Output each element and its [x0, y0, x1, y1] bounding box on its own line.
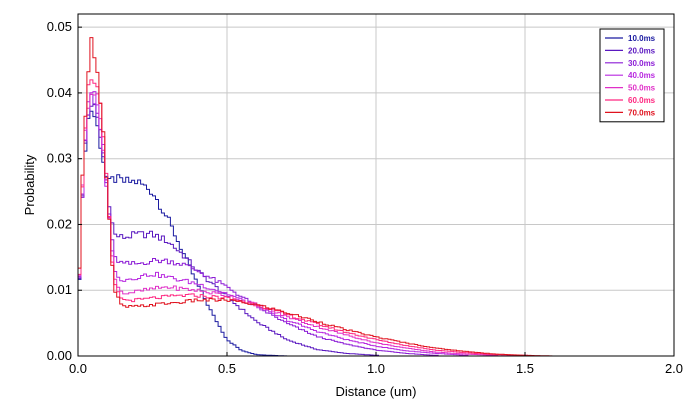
series-line-60.0ms: [77, 79, 528, 356]
y-tick-label: 0.05: [47, 19, 72, 34]
legend-box: [599, 28, 665, 123]
x-tick-label: 0.5: [218, 361, 236, 376]
legend-label: 60.0ms: [628, 96, 656, 105]
series-line-30.0ms: [77, 93, 439, 356]
x-axis-label: Distance (um): [336, 384, 417, 399]
legend-label: 20.0ms: [628, 46, 656, 55]
series-line-40.0ms: [77, 91, 469, 356]
y-axis-label: Probability: [22, 154, 37, 215]
legend-label: 10.0ms: [628, 34, 656, 43]
x-tick-label: 1.0: [367, 361, 385, 376]
legend-label: 70.0ms: [628, 108, 656, 117]
series-line-50.0ms: [77, 93, 499, 356]
y-tick-label: 0.03: [47, 151, 72, 166]
x-tick-label: 0.0: [69, 361, 87, 376]
legend: 10.0ms 20.0ms 30.0ms 40.0ms 50.0ms 60.0ms 70.0…: [599, 28, 665, 123]
y-tick-label: 0.01: [47, 282, 72, 297]
x-tick-label: 1.5: [516, 361, 534, 376]
legend-label: 30.0ms: [628, 59, 656, 68]
y-tick-label: 0.04: [47, 85, 72, 100]
legend-label: 50.0ms: [628, 84, 656, 93]
y-tick-label: 0.02: [47, 216, 72, 231]
y-axis: 0.00 0.01 0.02 0.03 0.04 0.05: [47, 19, 82, 363]
series-line-20.0ms: [77, 104, 379, 356]
y-tick-label: 0.00: [47, 348, 72, 363]
series-line-70.0ms: [77, 37, 558, 357]
series-layer: [77, 37, 558, 357]
x-tick-label: 2.0: [665, 361, 683, 376]
x-axis: 0.0 0.5 1.0 1.5 2.0: [69, 352, 683, 376]
legend-label: 40.0ms: [628, 71, 656, 80]
